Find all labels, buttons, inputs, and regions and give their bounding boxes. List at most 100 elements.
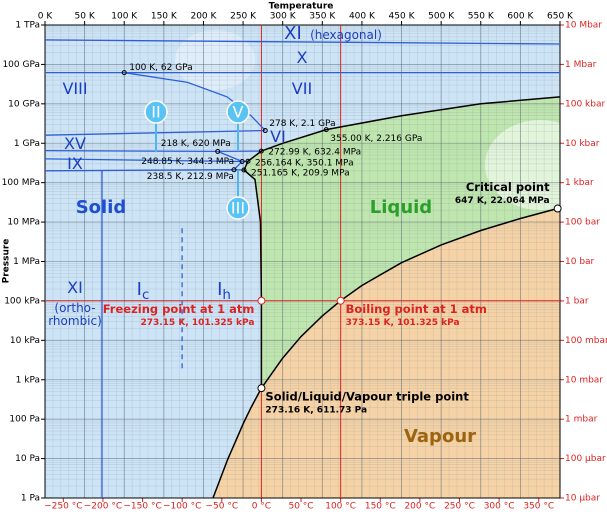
point-title: Freezing point at 1 atm (103, 302, 255, 316)
y-tick-label: 1 kPa (16, 375, 40, 385)
data-point (241, 167, 247, 173)
y-tick-label: 10 MPa (7, 218, 40, 228)
phase-label: XI (284, 23, 302, 44)
phase-label: XV (64, 134, 86, 153)
point-label: 251.165 K, 209.9 MPa (251, 168, 350, 178)
phase-label-text: IX (67, 154, 83, 173)
highlight (485, 120, 595, 210)
y-tick-label: 100 kPa (4, 296, 40, 306)
point-label: 256.164 K, 350.1 MPa (255, 159, 354, 169)
phase-label-text: XV (64, 134, 86, 153)
callout-label: II (151, 103, 160, 122)
y2-tick-label: 1 Mbar (565, 60, 597, 70)
y2-tick-label: 10 kbar (565, 139, 600, 149)
phase-label: IX (67, 154, 83, 173)
y2-tick-label: 10 Mbar (565, 21, 602, 31)
data-point (553, 204, 562, 213)
callout-circle (144, 100, 168, 124)
phase-label-text: VI (270, 127, 286, 146)
highlight (175, 30, 255, 90)
x-tick-label: 300 K (270, 12, 297, 22)
y2-tick-label: 1 mbar (565, 415, 598, 425)
phase-label: (ortho- (54, 301, 95, 315)
callout-label: III (231, 199, 245, 218)
x-tick-label: 350 K (309, 12, 336, 22)
phase-label-text: rhombic) (48, 314, 102, 328)
plot-frame (44, 24, 561, 499)
x2-tick-label: 50 °C (288, 502, 313, 512)
y-tick-label: 10 Pa (15, 454, 40, 464)
y-tick-label: 100 GPa (2, 60, 40, 70)
data-point (262, 128, 268, 134)
data-point (258, 148, 264, 154)
point-title: Solid/Liquid/Vapour triple point (265, 390, 469, 404)
x-tick-label: 600 K (507, 12, 534, 22)
y2-tick-label: 100 bar (565, 218, 600, 228)
x-tick-label: 550 K (468, 12, 495, 22)
point-label: 647 K, 22.064 MPa (455, 196, 550, 206)
point-label: 272.99 K, 632.4 MPa (268, 148, 361, 158)
x2-tick-label: 100 °C (325, 502, 356, 512)
phase-label: (hexagonal) (310, 28, 382, 42)
x-tick-label: 500 K (428, 12, 455, 22)
point-label: 278 K, 2.1 GPa (269, 119, 335, 129)
x-tick-label: 200 K (190, 12, 217, 22)
phase-label-text: I (137, 279, 142, 300)
y-axis-title: Pressure (2, 239, 12, 284)
x-tick-label: 100 K (111, 12, 138, 22)
data-point (231, 167, 237, 173)
phase-line (217, 150, 244, 171)
x2-tick-label: −250 °C (44, 502, 82, 512)
phase-label: VIII (62, 79, 87, 98)
callout-label: V (233, 103, 244, 122)
y-tick-label: 1 GPa (14, 139, 40, 149)
phase-label-text: (ortho- (54, 301, 95, 315)
data-point (239, 159, 245, 165)
point-label: 373.15 K, 101.325 kPa (346, 318, 460, 328)
y2-tick-label: 10 bar (565, 257, 595, 267)
data-point (336, 296, 345, 305)
data-point (257, 384, 266, 393)
phase-label-text: X (297, 48, 308, 67)
phase-label: VII (292, 79, 312, 98)
point-label: 355.00 K, 2.216 GPa (330, 134, 422, 144)
y2-tick-label: 1 kbar (565, 178, 594, 188)
y-tick-label: 10 kPa (10, 336, 40, 346)
y-tick-label: 1 Pa (21, 494, 40, 504)
phase-boundary (243, 96, 561, 389)
x-tick-label: 250 K (230, 12, 257, 22)
data-point (257, 296, 266, 305)
phase-label-text: VII (292, 79, 312, 98)
x-tick-label: 650 K (547, 12, 574, 22)
y2-tick-label: 10 mbar (565, 375, 603, 385)
data-point (245, 158, 251, 164)
y2-tick-label: 1 bar (565, 296, 589, 306)
y-tick-label: 10 GPa (8, 99, 40, 109)
x2-tick-label: 250 °C (444, 502, 475, 512)
phase-label: XI (67, 278, 83, 297)
region-label: Liquid (370, 197, 432, 218)
y2-tick-label: 100 kbar (565, 99, 605, 109)
y-tick-label: 100 MPa (2, 178, 40, 188)
vapour-region (213, 208, 560, 498)
x2-tick-label: −200 °C (84, 502, 122, 512)
point-label: 273.15 K, 101.325 kPa (140, 318, 254, 328)
phase-line (124, 71, 266, 131)
x2-tick-label: 300 °C (484, 502, 515, 512)
point-label: 238.5 K, 212.9 MPa (147, 172, 234, 182)
x2-tick-label: 350 °C (523, 502, 554, 512)
x-tick-label: 0 K (38, 12, 54, 22)
x2-tick-label: −150 °C (123, 502, 161, 512)
x2-tick-label: −100 °C (163, 502, 201, 512)
phase-label-text: I (217, 279, 222, 300)
point-title: Boiling point at 1 atm (346, 302, 487, 316)
x-tick-label: 450 K (389, 12, 416, 22)
y2-tick-label: 100 mbar (565, 336, 607, 346)
y-tick-label: 1 TPa (15, 21, 40, 31)
x-tick-label: 400 K (349, 12, 376, 22)
phase-label-text: XI (284, 23, 302, 44)
data-point (121, 70, 127, 76)
x2-tick-label: 150 °C (365, 502, 396, 512)
x-tick-label: 150 K (151, 12, 178, 22)
